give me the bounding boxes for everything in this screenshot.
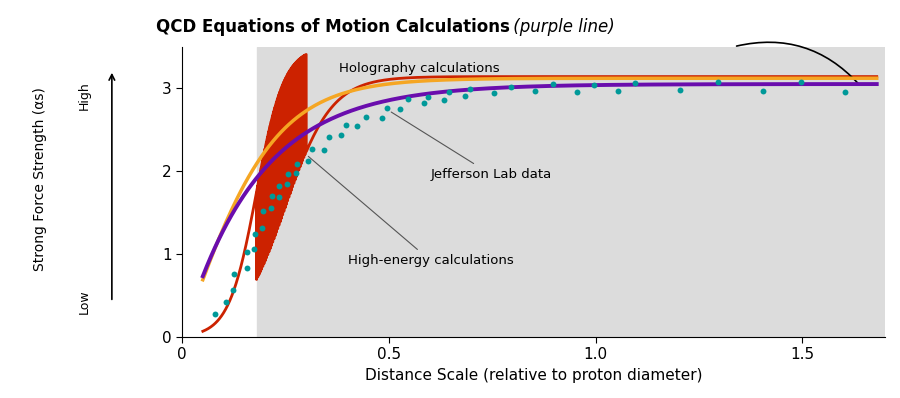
Point <box>417 100 431 106</box>
Point <box>487 90 501 96</box>
Point <box>240 248 255 255</box>
Point <box>794 79 808 86</box>
Point <box>227 271 241 277</box>
Text: Low: Low <box>77 289 90 314</box>
Point <box>458 92 473 99</box>
Point <box>339 121 354 128</box>
Text: High-energy calculations: High-energy calculations <box>309 156 513 267</box>
Point <box>256 208 270 214</box>
Text: High: High <box>77 82 90 110</box>
Point <box>442 89 456 96</box>
Point <box>672 87 687 93</box>
Point <box>322 134 337 140</box>
Point <box>571 88 585 95</box>
Point <box>317 146 331 153</box>
Point <box>436 97 451 103</box>
Text: QCD Equations of Motion Calculations: QCD Equations of Motion Calculations <box>156 18 510 36</box>
Point <box>756 88 770 94</box>
Point <box>281 171 295 178</box>
Point <box>504 83 518 90</box>
Point <box>464 86 478 92</box>
Point <box>208 310 222 317</box>
Point <box>247 246 261 252</box>
Point <box>401 96 416 102</box>
Point <box>838 88 852 95</box>
Point <box>280 181 294 187</box>
Point <box>334 132 348 139</box>
Point <box>239 265 254 271</box>
Point <box>611 88 625 94</box>
Point <box>527 88 542 94</box>
Point <box>374 115 389 121</box>
X-axis label: Distance Scale (relative to proton diameter): Distance Scale (relative to proton diame… <box>364 368 702 383</box>
Point <box>272 194 286 200</box>
Point <box>392 106 407 112</box>
Point <box>301 158 315 164</box>
Point <box>248 231 262 237</box>
Text: Holography calculations: Holography calculations <box>339 62 500 74</box>
Text: (purple line): (purple line) <box>508 18 616 36</box>
Point <box>290 160 304 167</box>
Point <box>711 78 725 85</box>
Bar <box>256 47 885 337</box>
Point <box>380 105 394 111</box>
Point <box>289 170 303 176</box>
Point <box>359 114 374 121</box>
Point <box>226 287 240 293</box>
Point <box>265 193 279 199</box>
Point <box>587 82 601 88</box>
Point <box>305 146 320 152</box>
Point <box>350 122 365 129</box>
Text: Jefferson Lab data: Jefferson Lab data <box>392 112 552 181</box>
Point <box>421 94 436 101</box>
Point <box>627 80 642 86</box>
Point <box>264 205 278 211</box>
Point <box>255 224 269 231</box>
Text: Strong Force Strength (αs): Strong Force Strength (αs) <box>33 87 48 271</box>
Point <box>219 299 233 305</box>
Point <box>272 183 286 189</box>
Point <box>545 81 560 87</box>
